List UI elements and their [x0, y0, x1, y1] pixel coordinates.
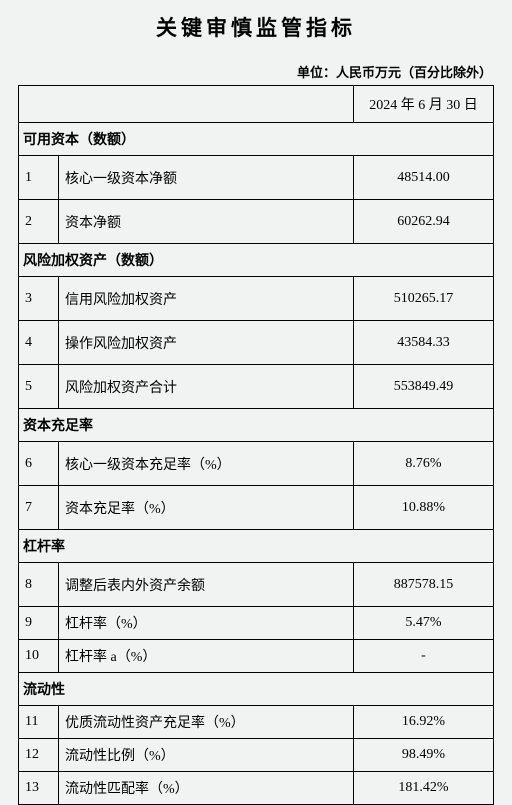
row-number: 8 — [19, 563, 59, 607]
row-value: 8.76% — [354, 442, 494, 486]
row-number: 12 — [19, 739, 59, 772]
row-value: 16.92% — [354, 706, 494, 739]
row-value: 887578.15 — [354, 563, 494, 607]
section-label: 风险加权资产（数额） — [19, 244, 494, 277]
section-row: 可用资本（数额） — [19, 123, 494, 156]
table-row: 5 风险加权资产合计 553849.49 — [19, 365, 494, 409]
row-number: 6 — [19, 442, 59, 486]
section-label: 资本充足率 — [19, 409, 494, 442]
header-empty — [19, 86, 354, 123]
row-value: 510265.17 — [354, 277, 494, 321]
section-row: 风险加权资产（数额） — [19, 244, 494, 277]
table-row: 7 资本充足率（%） 10.88% — [19, 486, 494, 530]
section-label: 可用资本（数额） — [19, 123, 494, 156]
table-row: 9 杠杆率（%） 5.47% — [19, 607, 494, 640]
table-row: 1 核心一级资本净额 48514.00 — [19, 156, 494, 200]
row-item: 风险加权资产合计 — [59, 365, 354, 409]
section-row: 资本充足率 — [19, 409, 494, 442]
table-row: 11 优质流动性资产充足率（%） 16.92% — [19, 706, 494, 739]
table-row: 8 调整后表内外资产余额 887578.15 — [19, 563, 494, 607]
row-item: 资本充足率（%） — [59, 486, 354, 530]
section-row: 杠杆率 — [19, 530, 494, 563]
row-number: 1 — [19, 156, 59, 200]
row-value: - — [354, 640, 494, 673]
row-item: 资本净额 — [59, 200, 354, 244]
row-number: 10 — [19, 640, 59, 673]
table-row: 13 流动性匹配率（%） 181.42% — [19, 772, 494, 805]
row-value: 181.42% — [354, 772, 494, 805]
row-item: 流动性匹配率（%） — [59, 772, 354, 805]
row-item: 杠杆率（%） — [59, 607, 354, 640]
unit-label: 单位：人民币万元（百分比除外） — [18, 62, 494, 81]
row-item: 操作风险加权资产 — [59, 321, 354, 365]
row-item: 信用风险加权资产 — [59, 277, 354, 321]
row-item: 核心一级资本净额 — [59, 156, 354, 200]
row-number: 11 — [19, 706, 59, 739]
row-item: 流动性比例（%） — [59, 739, 354, 772]
section-label: 杠杆率 — [19, 530, 494, 563]
row-number: 5 — [19, 365, 59, 409]
date-header: 2024 年 6 月 30 日 — [354, 86, 494, 123]
table-row: 4 操作风险加权资产 43584.33 — [19, 321, 494, 365]
row-value: 10.88% — [354, 486, 494, 530]
row-value: 98.49% — [354, 739, 494, 772]
row-number: 13 — [19, 772, 59, 805]
row-value: 43584.33 — [354, 321, 494, 365]
row-value: 553849.49 — [354, 365, 494, 409]
row-number: 4 — [19, 321, 59, 365]
row-item: 调整后表内外资产余额 — [59, 563, 354, 607]
row-value: 5.47% — [354, 607, 494, 640]
row-value: 48514.00 — [354, 156, 494, 200]
table-row: 10 杠杆率 a（%） - — [19, 640, 494, 673]
table-row: 12 流动性比例（%） 98.49% — [19, 739, 494, 772]
row-item: 核心一级资本充足率（%） — [59, 442, 354, 486]
row-number: 3 — [19, 277, 59, 321]
row-value: 60262.94 — [354, 200, 494, 244]
table-row: 3 信用风险加权资产 510265.17 — [19, 277, 494, 321]
page-title: 关键审慎监管指标 — [18, 12, 494, 42]
section-label: 流动性 — [19, 673, 494, 706]
indicators-table: 2024 年 6 月 30 日 可用资本（数额） 1 核心一级资本净额 4851… — [18, 85, 494, 805]
row-number: 9 — [19, 607, 59, 640]
row-number: 2 — [19, 200, 59, 244]
section-row: 流动性 — [19, 673, 494, 706]
row-item: 优质流动性资产充足率（%） — [59, 706, 354, 739]
table-row: 2 资本净额 60262.94 — [19, 200, 494, 244]
header-row: 2024 年 6 月 30 日 — [19, 86, 494, 123]
row-number: 7 — [19, 486, 59, 530]
table-row: 6 核心一级资本充足率（%） 8.76% — [19, 442, 494, 486]
row-item: 杠杆率 a（%） — [59, 640, 354, 673]
